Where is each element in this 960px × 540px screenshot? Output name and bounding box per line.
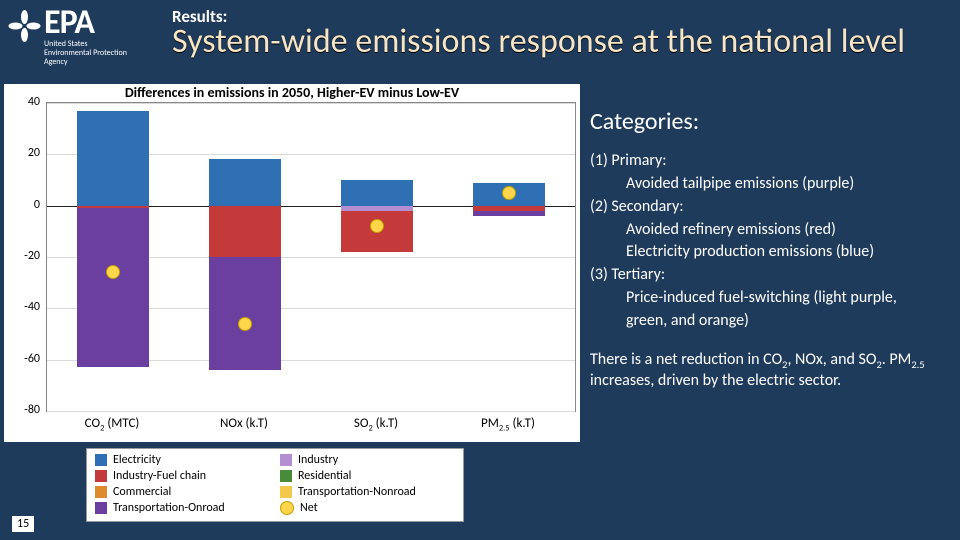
- cat-1: (1) Primary:: [590, 151, 946, 172]
- legend-label: Electricity: [113, 453, 161, 467]
- y-tick-label: 0: [34, 198, 40, 212]
- emissions-chart: Differences in emissions in 2050, Higher…: [4, 84, 580, 442]
- y-tick-label: -40: [24, 300, 40, 314]
- plot-area: [46, 102, 576, 412]
- legend-item: Transportation-Nonroad: [280, 485, 455, 499]
- legend-label: Transportation-Nonroad: [298, 485, 416, 499]
- bar-segment-electricity: [209, 159, 282, 205]
- x-tick-label: PM2.5 (k.T): [442, 416, 574, 434]
- net-marker: [370, 219, 384, 233]
- bar-segment-trans_onroad: [209, 257, 282, 370]
- swatch-icon: [280, 470, 292, 482]
- swatch-icon: [95, 502, 107, 514]
- legend-label: Industry: [298, 453, 338, 467]
- x-tick-label: SO2 (k.T): [310, 416, 442, 434]
- cat-3: (3) Tertiary:: [590, 265, 946, 286]
- bar-segment-trans_onroad: [473, 211, 546, 216]
- bar-segment-trans_onroad: [77, 208, 150, 367]
- epa-subline-3: Agency: [44, 58, 127, 67]
- epa-flower-icon: [10, 10, 40, 40]
- chart-title: Differences in emissions in 2050, Higher…: [4, 84, 580, 101]
- cat-3a: Price-induced fuel-switching (light purp…: [590, 288, 946, 309]
- net-dot-icon: [280, 501, 294, 515]
- legend-item: Electricity: [95, 453, 270, 467]
- swatch-icon: [280, 454, 292, 466]
- swatch-icon: [95, 486, 107, 498]
- legend-label: Transportation-Onroad: [113, 501, 225, 515]
- net-marker: [106, 265, 120, 279]
- cat-2b: Electricity production emissions (blue): [590, 242, 946, 263]
- summary-paragraph: There is a net reduction in CO2, NOx, an…: [590, 350, 946, 393]
- y-tick-label: -80: [24, 403, 40, 417]
- y-tick-label: -60: [24, 352, 40, 366]
- swatch-icon: [95, 470, 107, 482]
- legend-label: Commercial: [113, 485, 171, 499]
- legend-label: Industry-Fuel chain: [113, 469, 206, 483]
- categories-text: Categories: (1) Primary: Avoided tailpip…: [590, 106, 946, 394]
- y-axis: -80-60-40-2002040: [4, 84, 46, 404]
- x-tick-label: NOx (k.T): [178, 416, 310, 431]
- net-marker: [238, 317, 252, 331]
- y-tick-label: 20: [28, 146, 40, 160]
- epa-logo: EPA United States Environmental Protecti…: [10, 6, 127, 66]
- bar-segment-fuelchain: [209, 206, 282, 257]
- cat-2: (2) Secondary:: [590, 197, 946, 218]
- bar-segment-electricity: [341, 180, 414, 206]
- legend-item: Industry: [280, 453, 455, 467]
- chart-legend: Electricity Industry Industry-Fuel chain Re…: [86, 448, 464, 522]
- legend-item: Net: [280, 501, 455, 515]
- epa-letters: EPA: [44, 6, 127, 40]
- page-title: System-wide emissions response at the na…: [172, 24, 905, 60]
- y-tick-label: -20: [24, 249, 40, 263]
- legend-item: Industry-Fuel chain: [95, 469, 270, 483]
- y-tick-label: 40: [28, 95, 40, 109]
- legend-item: Commercial: [95, 485, 270, 499]
- legend-item: Transportation-Onroad: [95, 501, 270, 515]
- categories-heading: Categories:: [590, 106, 946, 137]
- cat-3b: green, and orange): [590, 311, 946, 332]
- legend-label: Residential: [298, 469, 351, 483]
- swatch-icon: [280, 486, 292, 498]
- page-number: 15: [12, 516, 34, 532]
- x-tick-label: CO2 (MTC): [46, 416, 178, 434]
- cat-1a: Avoided tailpipe emissions (purple): [590, 174, 946, 195]
- swatch-icon: [95, 454, 107, 466]
- cat-2a: Avoided refinery emissions (red): [590, 220, 946, 241]
- legend-item: Residential: [280, 469, 455, 483]
- legend-label: Net: [300, 501, 318, 515]
- net-marker: [502, 186, 516, 200]
- bar-segment-electricity: [77, 111, 150, 206]
